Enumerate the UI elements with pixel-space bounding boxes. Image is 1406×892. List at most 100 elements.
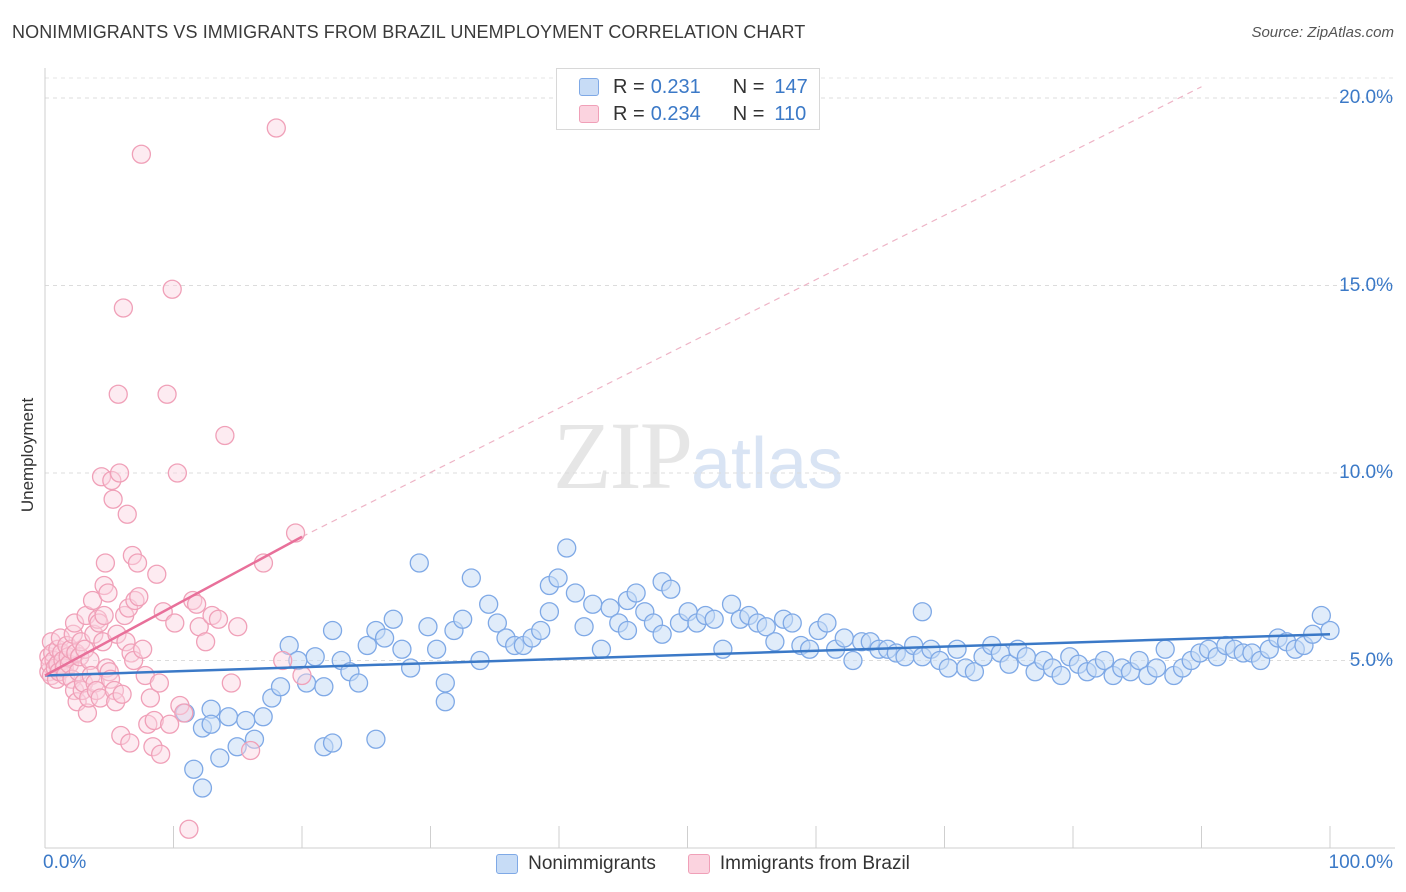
trend-line-immigrants-brazil: [44, 535, 303, 677]
point-nonimmigrants: [574, 617, 594, 637]
point-nonimmigrants: [210, 748, 230, 768]
point-immigrants-brazil: [94, 605, 114, 626]
point-immigrants-brazil: [102, 470, 122, 491]
point-immigrants-brazil: [215, 425, 235, 446]
x-tick-label: 0.0%: [43, 852, 87, 873]
point-nonimmigrants: [348, 673, 369, 693]
point-immigrants-brazil: [147, 564, 167, 584]
point-immigrants-brazil: [162, 279, 182, 299]
legend-n-label: N =: [732, 75, 765, 98]
legend-stats: R = 0.231 N = 147 R = 0.234 N = 110: [556, 68, 820, 130]
legend-r-label: R =: [613, 102, 645, 125]
point-immigrants-brazil: [165, 613, 185, 633]
point-nonimmigrants: [453, 609, 473, 629]
point-nonimmigrants: [435, 692, 455, 712]
point-immigrants-brazil: [140, 688, 161, 708]
point-immigrants-brazil: [98, 583, 118, 603]
data-points: [39, 118, 1340, 839]
point-immigrants-brazil: [179, 819, 199, 839]
legend-stats-row-nonimmigrants: R = 0.231 N = 147: [579, 74, 808, 100]
point-immigrants-brazil: [109, 463, 130, 483]
chart-source: Source: ZipAtlas.com: [1251, 24, 1394, 41]
point-nonimmigrants: [713, 639, 733, 659]
point-nonimmigrants: [1146, 658, 1167, 678]
y-axis-label: Unemployment: [18, 397, 37, 513]
point-immigrants-brazil: [221, 673, 241, 693]
point-nonimmigrants: [843, 650, 863, 671]
point-nonimmigrants: [392, 639, 412, 659]
point-nonimmigrants: [487, 613, 507, 633]
point-nonimmigrants: [461, 568, 481, 588]
point-immigrants-brazil: [95, 553, 116, 573]
point-nonimmigrants: [270, 677, 291, 697]
point-nonimmigrants: [600, 598, 620, 618]
point-immigrants-brazil: [240, 740, 261, 761]
trend-extension-line: [301, 86, 1202, 538]
point-immigrants-brazil: [273, 650, 293, 671]
legend-stats-row-immigrants: R = 0.234 N = 110: [579, 101, 806, 127]
point-nonimmigrants: [964, 662, 985, 682]
trend-line-nonimmigrants: [44, 633, 1331, 677]
point-immigrants-brazil: [159, 714, 180, 734]
legend-swatch-immigrants: [579, 105, 599, 123]
legend-label-immigrants: Immigrants from Brazil: [719, 853, 910, 874]
point-nonimmigrants: [661, 579, 681, 599]
trend-extension: [301, 86, 1202, 538]
legend-swatch-nonimmigrants: [579, 78, 599, 96]
point-immigrants-brazil: [77, 703, 98, 723]
point-nonimmigrants: [999, 654, 1019, 674]
y-tick-label: 20.0%: [1339, 87, 1393, 108]
legend-item-immigrants[interactable]: Immigrants from Brazil: [687, 853, 910, 875]
point-nonimmigrants: [479, 594, 499, 614]
y-tick-label: 10.0%: [1339, 462, 1393, 483]
point-immigrants-brazil: [195, 632, 216, 652]
point-nonimmigrants: [626, 583, 646, 603]
point-immigrants-brazil: [91, 467, 112, 487]
point-nonimmigrants: [765, 632, 785, 652]
legend-n-value: 110: [774, 102, 807, 125]
y-tick-label: 15.0%: [1339, 274, 1393, 296]
legend-item-nonimmigrants[interactable]: Nonimmigrants: [496, 853, 656, 875]
point-nonimmigrants: [1129, 650, 1149, 671]
point-nonimmigrants: [435, 673, 455, 693]
gridlines: [45, 77, 1395, 661]
point-nonimmigrants: [617, 620, 638, 641]
point-nonimmigrants: [322, 620, 343, 641]
point-nonimmigrants: [539, 602, 560, 622]
point-nonimmigrants: [799, 639, 820, 659]
point-nonimmigrants: [218, 707, 239, 727]
point-immigrants-brazil: [174, 703, 194, 723]
point-immigrants-brazil: [64, 613, 85, 633]
point-nonimmigrants: [583, 594, 603, 614]
point-nonimmigrants: [236, 710, 256, 731]
point-nonimmigrants: [253, 707, 273, 727]
point-nonimmigrants: [383, 609, 403, 629]
point-nonimmigrants: [357, 635, 377, 656]
point-nonimmigrants: [834, 628, 854, 648]
point-immigrants-brazil: [131, 144, 152, 164]
legend-series: Nonimmigrants Immigrants from Brazil: [0, 850, 1406, 878]
legend-r-label: R =: [613, 75, 645, 98]
legend-label-nonimmigrants: Nonimmigrants: [528, 853, 656, 874]
point-immigrants-brazil: [113, 298, 134, 318]
point-immigrants-brazil: [266, 118, 286, 138]
point-nonimmigrants: [591, 639, 612, 659]
point-immigrants-brazil: [167, 463, 188, 483]
point-nonimmigrants: [201, 714, 221, 734]
legend-swatch-nonimmigrants: [496, 854, 519, 874]
point-immigrants-brazil: [112, 684, 132, 704]
point-immigrants-brazil: [127, 553, 148, 573]
point-nonimmigrants: [652, 624, 672, 644]
point-nonimmigrants: [1155, 639, 1175, 659]
legend-r-value: 0.234: [650, 102, 701, 125]
point-nonimmigrants: [947, 639, 967, 659]
point-nonimmigrants: [548, 568, 568, 588]
point-nonimmigrants: [366, 729, 386, 749]
point-immigrants-brazil: [149, 673, 170, 693]
point-nonimmigrants: [322, 733, 343, 753]
legend-swatch-immigrants: [687, 854, 710, 874]
point-nonimmigrants: [314, 677, 334, 697]
point-nonimmigrants: [1311, 605, 1331, 626]
point-nonimmigrants: [244, 729, 265, 749]
x-tick-label: 100.0%: [1328, 852, 1393, 873]
